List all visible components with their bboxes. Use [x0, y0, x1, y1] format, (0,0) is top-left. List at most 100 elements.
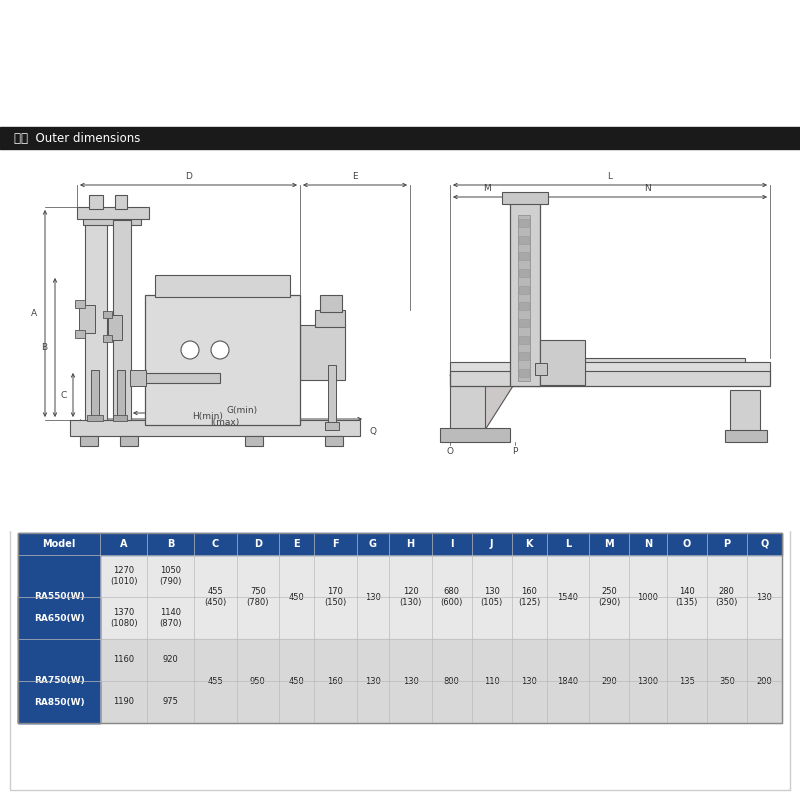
Bar [18, 639, 782, 723]
Text: B: B [41, 343, 47, 352]
Bar [91, 370, 99, 420]
Bar [80, 436, 98, 446]
Bar [130, 370, 146, 386]
Text: K: K [526, 539, 533, 549]
Bar [519, 252, 529, 260]
Text: 尺寸  Outer dimensions: 尺寸 Outer dimensions [14, 131, 140, 145]
Bar [320, 295, 342, 312]
Bar [540, 340, 585, 385]
Text: 1190: 1190 [114, 698, 134, 706]
Bar [155, 275, 290, 297]
Bar [130, 373, 220, 383]
Text: D: D [254, 539, 262, 549]
Text: O: O [446, 447, 454, 456]
Bar [103, 335, 112, 342]
Bar [18, 639, 100, 723]
Text: C: C [61, 390, 67, 399]
Bar [328, 365, 336, 425]
Bar [103, 311, 112, 318]
Text: 110: 110 [484, 677, 499, 686]
Text: 135: 135 [679, 677, 694, 686]
Bar [440, 428, 510, 442]
Bar [18, 533, 782, 723]
Bar [85, 220, 107, 420]
Text: Q: Q [370, 427, 377, 436]
Text: 1300: 1300 [638, 677, 658, 686]
Text: 290: 290 [602, 677, 617, 686]
Bar [79, 305, 95, 333]
Text: 130
(105): 130 (105) [481, 587, 503, 606]
Text: 130: 130 [365, 593, 381, 602]
Text: L: L [607, 172, 613, 181]
Text: A: A [120, 539, 127, 549]
Bar [18, 597, 100, 639]
Bar [325, 436, 343, 446]
Text: J: J [490, 539, 494, 549]
Text: H: H [406, 539, 414, 549]
Text: 160: 160 [327, 677, 343, 686]
Bar [0, 127, 800, 149]
Bar [117, 370, 125, 420]
Bar [519, 269, 529, 277]
Bar [113, 220, 131, 420]
Bar [535, 363, 547, 375]
Text: Q: Q [760, 539, 769, 549]
Text: G: G [369, 539, 377, 549]
Text: J: J [124, 427, 126, 436]
Text: 130: 130 [402, 677, 418, 686]
Bar [519, 286, 529, 294]
Text: 130: 130 [365, 677, 381, 686]
Bar [519, 336, 529, 344]
Bar [18, 555, 100, 639]
Text: 130: 130 [522, 677, 538, 686]
Text: RA750(W): RA750(W) [34, 677, 85, 686]
Text: F: F [332, 539, 338, 549]
Text: L: L [565, 539, 571, 549]
Text: 1050
(790): 1050 (790) [160, 566, 182, 586]
Text: 750
(780): 750 (780) [246, 587, 269, 606]
Text: 1140
(870): 1140 (870) [159, 608, 182, 628]
Polygon shape [450, 375, 520, 430]
Text: 680
(600): 680 (600) [441, 587, 463, 606]
Text: 1840: 1840 [558, 677, 578, 686]
Text: 455
(450): 455 (450) [204, 587, 226, 606]
Text: 170
(150): 170 (150) [324, 587, 346, 606]
Bar [77, 207, 149, 219]
Bar [519, 369, 529, 377]
Text: B: B [167, 539, 174, 549]
Text: P: P [723, 539, 730, 549]
Bar [519, 302, 529, 310]
Text: I: I [450, 539, 454, 549]
Text: D: D [185, 172, 192, 181]
Bar [510, 200, 540, 386]
Text: 950: 950 [250, 677, 266, 686]
Text: 1270
(1010): 1270 (1010) [110, 566, 138, 586]
Text: M: M [484, 184, 491, 193]
Text: 200: 200 [757, 677, 772, 686]
Bar [87, 415, 103, 421]
Bar [108, 315, 122, 340]
Text: 160
(125): 160 (125) [518, 587, 541, 606]
Bar [519, 352, 529, 360]
Text: E: E [294, 539, 300, 549]
Text: 920: 920 [163, 655, 178, 665]
Text: 1000: 1000 [638, 593, 658, 602]
Text: 800: 800 [444, 677, 460, 686]
Text: 450: 450 [289, 677, 305, 686]
Text: E: E [352, 172, 358, 181]
Bar [245, 436, 263, 446]
Bar [18, 681, 100, 723]
Text: F: F [281, 390, 286, 399]
Bar [89, 195, 103, 209]
Text: 130: 130 [757, 593, 772, 602]
Text: A: A [31, 309, 37, 318]
Text: K: K [77, 427, 83, 436]
Text: G(min): G(min) [227, 406, 258, 415]
Bar [585, 358, 745, 372]
Bar [518, 215, 530, 381]
Bar [75, 300, 85, 308]
Text: I(max): I(max) [210, 418, 240, 427]
Bar [70, 420, 360, 436]
Text: 250
(290): 250 (290) [598, 587, 620, 606]
Text: P: P [512, 447, 518, 456]
